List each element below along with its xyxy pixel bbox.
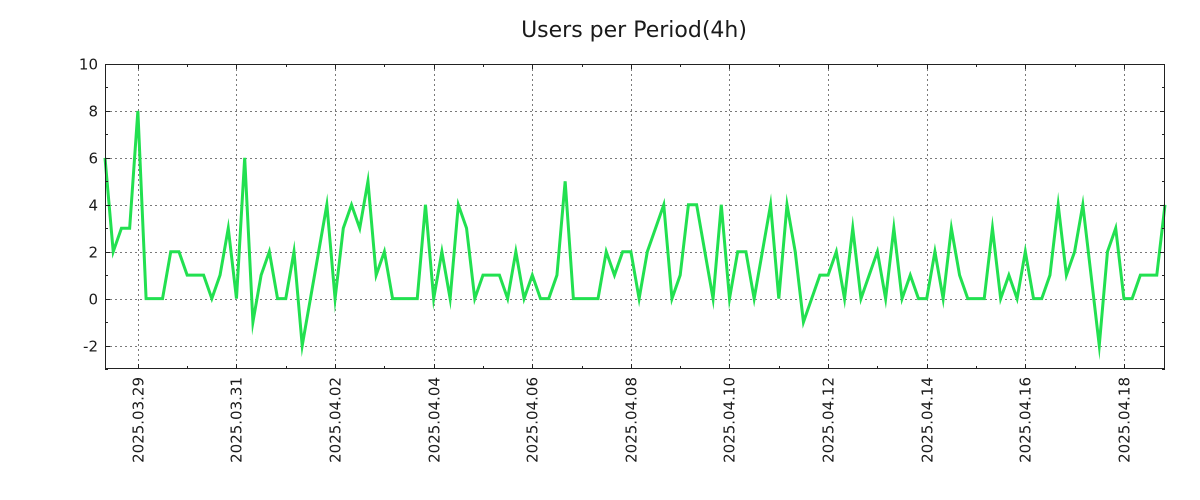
x-tick-label: 2025.04.18 — [1116, 377, 1134, 463]
chart-title: Users per Period(4h) — [521, 18, 747, 43]
x-tick-label: 2025.04.16 — [1017, 377, 1035, 463]
x-tick-label: 2025.04.14 — [919, 377, 937, 463]
y-tick-label: 4 — [88, 197, 98, 215]
x-axis-labels: 2025.03.29 2025.03.31 2025.04.02 2025.04.04… — [130, 377, 1134, 463]
y-tick-label: -2 — [83, 338, 98, 356]
x-tick-label: 2025.04.06 — [524, 377, 542, 463]
plot-frame — [105, 64, 1165, 369]
x-tick-label: 2025.04.08 — [623, 377, 641, 463]
series-line-users — [103, 110, 1167, 361]
y-tick-label: 0 — [88, 291, 98, 309]
y-tick-label: 6 — [88, 150, 98, 168]
x-tick-label: 2025.04.12 — [820, 377, 838, 463]
y-axis-labels: 10 8 6 4 2 0 -2 — [79, 56, 98, 356]
x-tick-label: 2025.04.04 — [426, 377, 444, 463]
x-tick-label: 2025.04.10 — [721, 377, 739, 463]
y-tick-label: 10 — [79, 56, 98, 74]
x-tick-label: 2025.04.02 — [327, 377, 345, 463]
x-tick-label: 2025.03.31 — [228, 377, 246, 463]
grid — [105, 64, 1165, 369]
axis-ticks — [105, 64, 1165, 370]
y-tick-label: 2 — [88, 244, 98, 262]
series-layer — [103, 110, 1167, 361]
x-tick-label: 2025.03.29 — [130, 377, 148, 463]
y-tick-label: 8 — [88, 103, 98, 121]
